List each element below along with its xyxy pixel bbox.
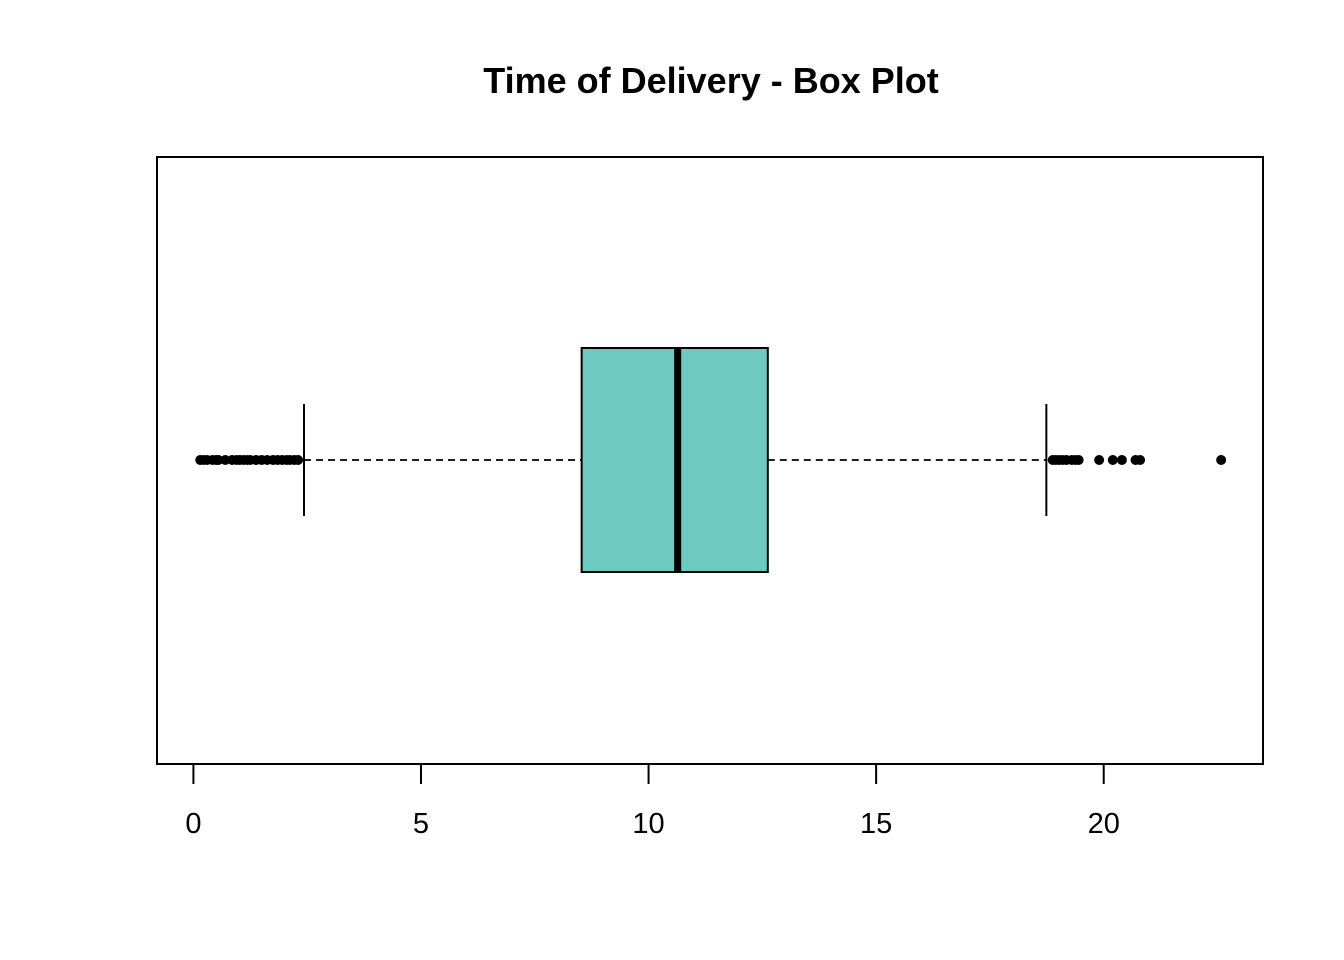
outlier-point	[1116, 455, 1127, 465]
x-tick-label: 15	[860, 808, 892, 840]
outlier-point	[1107, 455, 1118, 465]
plot-marks	[195, 347, 1227, 573]
x-tick-label: 0	[185, 808, 201, 840]
outlier-point	[1073, 455, 1084, 465]
outlier-point	[1094, 455, 1105, 465]
x-tick-label: 5	[413, 808, 429, 840]
x-axis: 0 5 10 15 20	[185, 763, 1120, 840]
outlier-point	[1135, 455, 1146, 465]
x-tick-label: 10	[632, 808, 664, 840]
chart-title: Time of Delivery - Box Plot	[483, 60, 938, 101]
outlier-point	[1216, 455, 1227, 465]
outlier-point	[293, 455, 304, 465]
x-tick-label: 20	[1088, 808, 1120, 840]
